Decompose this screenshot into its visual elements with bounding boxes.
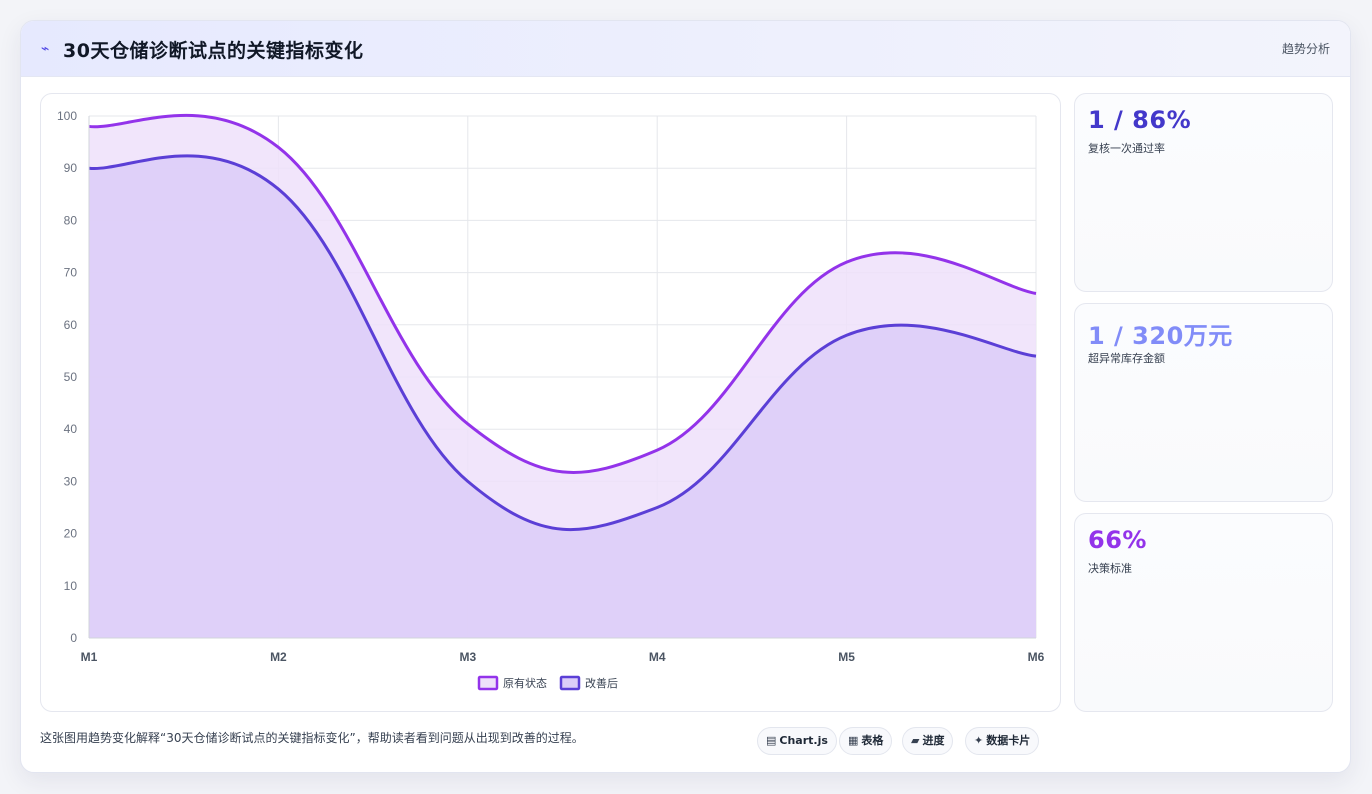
legend-label-1: 改善后	[585, 676, 618, 690]
chart-panel: 0 10 20 30 40 50 60 70 80 90 100 M1 M2 M3 M4 M5 M6 原有状态 改善…	[40, 93, 1061, 712]
series-area-1	[89, 155, 1036, 638]
legend-label-0: 原有状态	[503, 676, 547, 690]
y-tick-label: 20	[64, 527, 78, 541]
page-title: 30天仓储诊断试点的关键指标变化	[63, 40, 364, 62]
y-tick-label: 100	[57, 109, 77, 123]
pill-label: 数据卡片	[986, 734, 1031, 747]
legend-swatch-1	[559, 675, 581, 691]
x-tick-label: M5	[838, 650, 855, 664]
dashboard-card: ⌁ 30天仓储诊断试点的关键指标变化 趋势分析 0 10 20 30 40 50 60 70 8…	[20, 20, 1351, 773]
kpi-label: 复核一次通过率	[1088, 142, 1165, 155]
area-chart: 0 10 20 30 40 50 60 70 80 90 100 M1 M2 M3 M4 M5 M6 原有状态 改善…	[57, 109, 1045, 691]
pill-label: 进度	[922, 734, 945, 747]
chart-caption: 这张图用趋势变化解释“30天仓储诊断试点的关键指标变化”，帮助读者看到问题从出现…	[40, 731, 584, 745]
y-tick-label: 0	[70, 631, 77, 645]
pill-progress[interactable]: ▰ 进度	[902, 727, 954, 755]
table-icon: ▦	[848, 734, 859, 747]
kpi-value: 1 / 86%	[1088, 106, 1192, 134]
y-tick-label: 60	[64, 318, 78, 332]
kpi-value: 1 / 320万元	[1088, 322, 1233, 350]
legend-swatch-0	[477, 675, 499, 691]
x-tick-label: M4	[649, 650, 666, 664]
pill-label: 表格	[861, 734, 884, 747]
chart-trend-icon: ⌁	[41, 41, 50, 57]
pill-label: Chart.js	[779, 734, 828, 747]
data-card-icon: ✦	[974, 734, 984, 747]
y-tick-label: 50	[64, 370, 78, 384]
progress-icon: ▰	[911, 734, 920, 747]
x-tick-label: M2	[270, 650, 287, 664]
kpi-label: 决策标准	[1088, 562, 1132, 575]
trend-analysis-tag[interactable]: 趋势分析	[1281, 42, 1330, 56]
kpi-card-decision: 66% 决策标准	[1074, 513, 1333, 712]
pill-data-card[interactable]: ✦ 数据卡片	[965, 727, 1040, 755]
y-tick-label: 30	[64, 474, 78, 488]
chartjs-icon: ▤	[766, 734, 777, 747]
y-tick-label: 10	[64, 579, 78, 593]
kpi-card-pass-rate: 1 / 86% 复核一次通过率	[1074, 93, 1333, 292]
x-tick-label: M1	[81, 650, 98, 664]
y-tick-label: 40	[64, 422, 78, 436]
kpi-card-inventory: 1 / 320万元 超异常库存金额	[1074, 303, 1333, 502]
y-tick-label: 90	[64, 161, 78, 175]
x-tick-label: M3	[459, 650, 476, 664]
kpi-label: 超异常库存金额	[1088, 352, 1165, 365]
series-line-1	[88, 154, 1037, 532]
pill-chartjs[interactable]: ▤ Chart.js	[757, 727, 837, 755]
pill-table[interactable]: ▦ 表格	[839, 727, 893, 755]
series-line-0	[88, 113, 1037, 474]
kpi-value: 66%	[1088, 526, 1147, 554]
x-tick-label: M6	[1028, 650, 1045, 664]
y-tick-label: 80	[64, 213, 78, 227]
card-header: ⌁ 30天仓储诊断试点的关键指标变化 趋势分析	[21, 21, 1350, 77]
y-tick-label: 70	[64, 266, 78, 280]
